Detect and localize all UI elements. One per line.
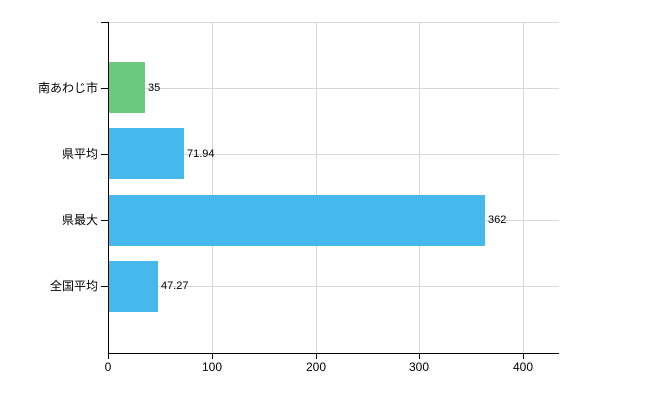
bar bbox=[109, 62, 145, 113]
gridline-vertical bbox=[523, 22, 524, 353]
value-label: 362 bbox=[488, 214, 507, 226]
category-label: 県平均 bbox=[61, 147, 98, 161]
gridline-vertical bbox=[316, 22, 317, 353]
value-label: 71.94 bbox=[187, 148, 215, 160]
bar bbox=[109, 261, 158, 312]
y-axis-tick bbox=[101, 286, 108, 287]
x-axis-tick bbox=[212, 353, 213, 359]
bar bbox=[109, 128, 184, 179]
category-label: 南あわじ市 bbox=[37, 81, 98, 95]
x-axis-tick bbox=[316, 353, 317, 359]
x-axis-tick bbox=[108, 353, 109, 359]
gridline-vertical bbox=[419, 22, 420, 353]
y-axis-tick bbox=[101, 220, 108, 221]
y-axis-line bbox=[108, 22, 109, 354]
value-label: 35 bbox=[148, 82, 161, 94]
y-axis-top-tick bbox=[101, 22, 108, 23]
x-tick-label: 0 bbox=[104, 360, 112, 374]
y-axis-tick bbox=[101, 88, 108, 89]
x-tick-label: 400 bbox=[512, 360, 534, 374]
gridline-horizontal bbox=[108, 154, 559, 155]
category-label: 全国平均 bbox=[49, 279, 98, 293]
x-tick-label: 100 bbox=[201, 360, 223, 374]
gridline-horizontal bbox=[108, 286, 559, 287]
x-tick-label: 200 bbox=[305, 360, 327, 374]
value-label: 47.27 bbox=[161, 280, 189, 292]
category-label: 県最大 bbox=[61, 213, 98, 227]
bar bbox=[109, 195, 485, 246]
gridline-horizontal bbox=[108, 88, 559, 89]
x-axis-tick bbox=[523, 353, 524, 359]
gridline-vertical bbox=[212, 22, 213, 353]
y-axis-tick bbox=[101, 154, 108, 155]
x-tick-label: 300 bbox=[408, 360, 430, 374]
x-axis-tick bbox=[419, 353, 420, 359]
gridline-top bbox=[108, 22, 559, 23]
x-axis-line bbox=[108, 353, 559, 354]
